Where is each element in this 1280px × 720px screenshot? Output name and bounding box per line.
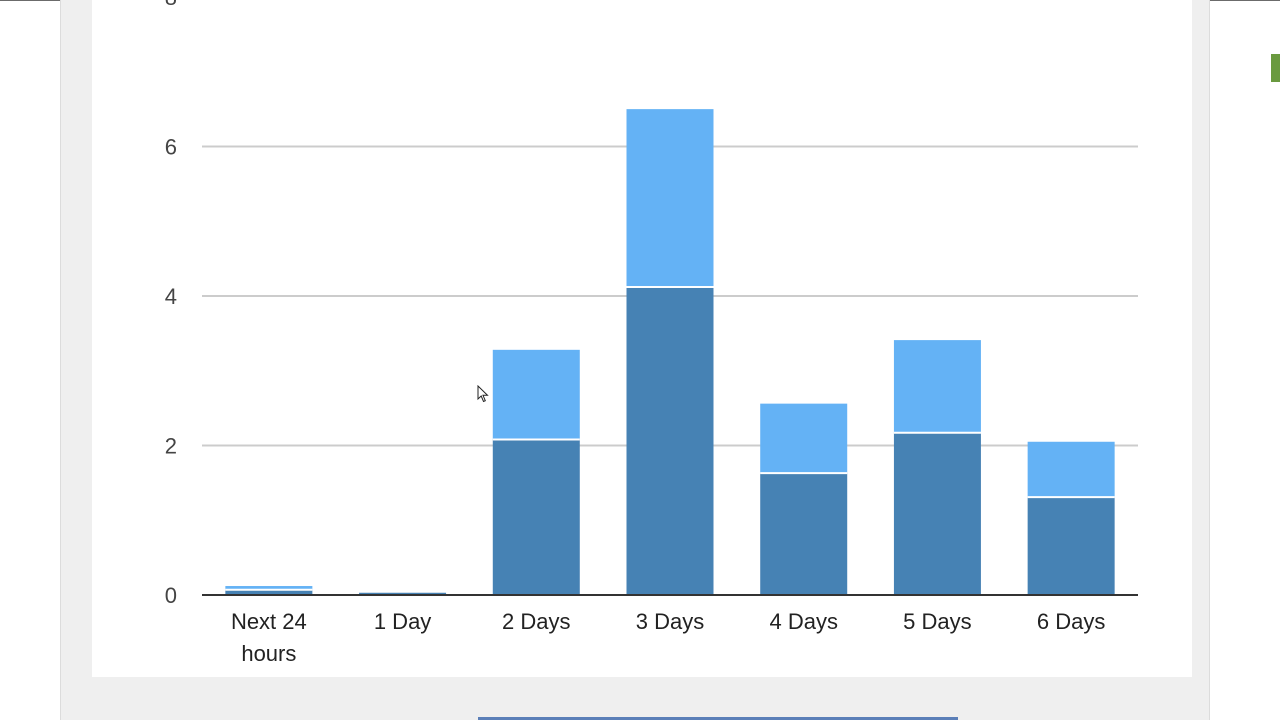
x-category-label: 6 Days [1037, 609, 1105, 634]
x-category-label: 4 Days [769, 609, 837, 634]
mouse-pointer-icon [477, 385, 489, 403]
bar-segment [359, 592, 447, 595]
bar-segment [225, 586, 313, 590]
y-tick-label: 0 [165, 583, 177, 608]
y-tick-label: 2 [165, 434, 177, 459]
y-tick-label: 6 [165, 135, 177, 160]
x-category-label: Next 24 hours [231, 609, 307, 666]
bar-segment [760, 473, 848, 595]
bar-segment [893, 340, 981, 433]
bar-segment [1027, 497, 1115, 595]
scrollbar-thumb[interactable] [1271, 54, 1280, 82]
bottom-edge-bar [478, 717, 958, 720]
x-category-label: 2 Days [502, 609, 570, 634]
bar-segment [492, 349, 580, 440]
y-tick-label: 4 [165, 284, 177, 309]
x-category-label: 3 Days [636, 609, 704, 634]
x-category-label: 5 Days [903, 609, 971, 634]
bar-segment [893, 432, 981, 595]
bar-segment [1027, 441, 1115, 498]
bar-segment [225, 589, 313, 595]
bar-segment [626, 287, 714, 595]
bar-segment [760, 403, 848, 474]
bar-segment [626, 109, 714, 288]
bar-segment [492, 439, 580, 595]
x-category-label: 1 Day [374, 609, 431, 634]
y-tick-label: 8 [165, 0, 177, 10]
